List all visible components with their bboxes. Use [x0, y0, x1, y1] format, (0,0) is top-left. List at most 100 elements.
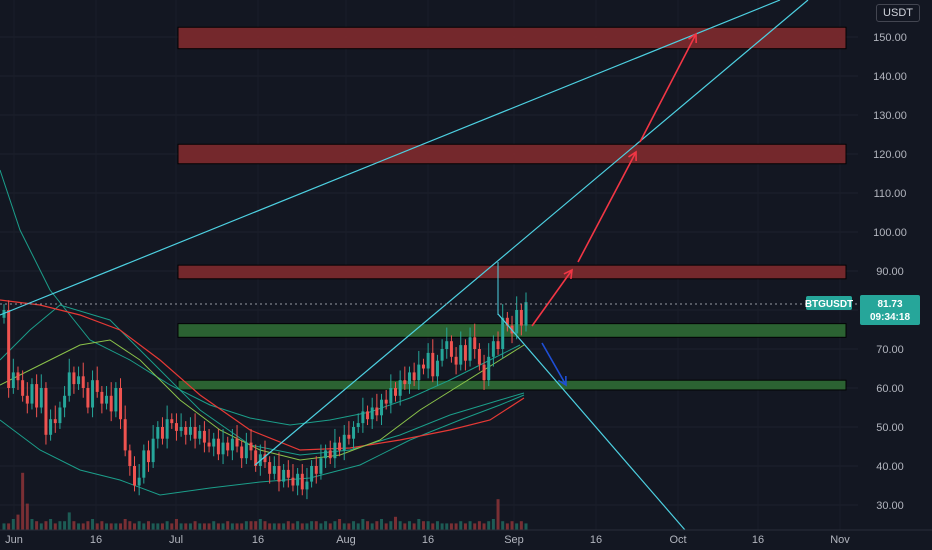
volume-bar [95, 523, 99, 530]
candle-body [244, 442, 248, 459]
candle-body [109, 395, 113, 412]
volume-bar [212, 521, 216, 530]
x-tick-label: Nov [830, 534, 850, 546]
candle-body [426, 352, 430, 369]
volume-bar [272, 523, 276, 530]
volume-bar [49, 519, 53, 530]
volume-bar [63, 521, 67, 530]
bull-arrow-2 [577, 151, 637, 263]
candle-body [105, 395, 109, 404]
volume-bar [491, 519, 495, 530]
volume-bar [310, 521, 314, 530]
support-zone [177, 379, 847, 391]
candle-body [412, 372, 416, 381]
candle-body [95, 380, 99, 392]
price-tag-bg [860, 295, 920, 325]
volume-bar [151, 523, 155, 530]
candle-body [487, 356, 491, 381]
volume-bar [170, 523, 174, 530]
candle-body [170, 419, 174, 424]
last-price-badge[interactable]: BTGUSDT 81.73 09:34:18 [805, 295, 920, 325]
candle-body [86, 388, 90, 408]
candle-body [505, 317, 509, 326]
candle-body [417, 364, 421, 381]
candle-body [421, 364, 425, 369]
candle-body [142, 450, 146, 478]
candle-body [463, 345, 467, 361]
volume-bar [25, 503, 29, 530]
price-axis: 150.00 140.00 130.00 120.00 110.00 100.00 90.0… [873, 32, 907, 512]
candle-body [519, 310, 523, 326]
candle-body [375, 407, 379, 416]
volume-bar [505, 523, 509, 530]
candle-body [300, 473, 304, 490]
candle-body [30, 384, 34, 404]
y-tick-label: 150.00 [873, 32, 907, 44]
candle-body [174, 423, 178, 431]
resistance-zone [177, 264, 847, 280]
volume-bar [91, 519, 95, 530]
bear-arrow-head [557, 375, 567, 387]
volume-bar [454, 523, 458, 530]
y-tick-label: 100.00 [873, 227, 907, 239]
bull-arrow-2-head [628, 150, 637, 162]
candle-body [394, 388, 397, 396]
volume-bar [174, 519, 178, 530]
volume-bar [263, 521, 267, 530]
volume-bar [435, 521, 439, 530]
candle-body [435, 360, 439, 377]
candle-body [202, 430, 206, 443]
candle-body [151, 438, 155, 463]
candle-body [380, 399, 384, 416]
candle-body [179, 427, 183, 431]
candle-body [7, 310, 11, 388]
volume-bar [291, 523, 295, 530]
volume-bars [2, 472, 528, 530]
bear-arrow [541, 342, 567, 386]
volume-bar [35, 521, 39, 530]
volume-bar [375, 521, 379, 530]
candle-body [240, 446, 244, 459]
candle-body [333, 442, 337, 459]
volume-bar [114, 523, 118, 530]
candle-body [473, 337, 477, 349]
y-tick-label: 30.00 [876, 500, 904, 512]
candle-body [77, 376, 81, 385]
volume-bar [123, 519, 127, 530]
candle-body [72, 372, 76, 385]
volume-bar [496, 499, 500, 530]
volume-bar [105, 523, 109, 530]
volume-bar [226, 521, 230, 530]
volume-bar [30, 519, 34, 530]
candle-body [188, 427, 192, 435]
candle-body [11, 372, 15, 388]
volume-bar [342, 523, 346, 530]
candle-body [324, 450, 328, 459]
x-tick-label: Jul [169, 534, 183, 546]
volume-bar [314, 521, 318, 530]
y-tick-label: 90.00 [876, 266, 904, 278]
volume-bar [142, 523, 146, 530]
candle-body [496, 341, 500, 349]
trendline-upper [0, 0, 781, 316]
volume-bar [258, 519, 262, 530]
volume-bar [184, 523, 188, 530]
volume-bar [11, 519, 15, 530]
currency-badge[interactable]: USDT [876, 4, 920, 22]
price-zones [177, 26, 847, 391]
candle-body [146, 450, 150, 463]
volume-bar [72, 521, 76, 530]
candle-body [338, 442, 342, 451]
candle-body [114, 388, 118, 412]
candle-body [398, 380, 402, 396]
volume-bar [207, 523, 211, 530]
candle-body [366, 411, 370, 420]
candle-body [370, 407, 374, 420]
volume-bar [361, 519, 365, 530]
volume-bar [7, 523, 11, 530]
candle-body [347, 434, 351, 439]
volume-bar [352, 521, 356, 530]
volume-bar [380, 519, 384, 530]
candle-body [305, 481, 309, 490]
